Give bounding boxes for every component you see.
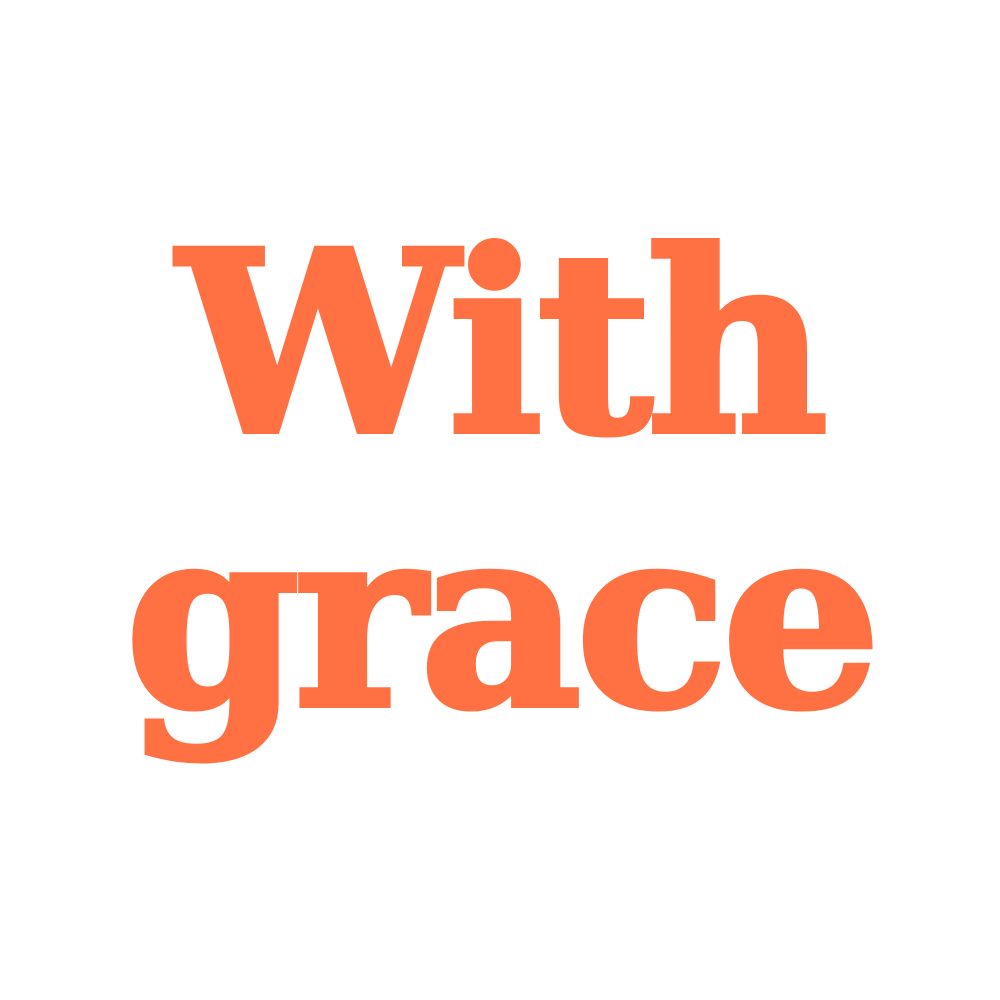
text-line-grace: grace [122, 470, 884, 764]
text-line-with: With [175, 196, 832, 490]
